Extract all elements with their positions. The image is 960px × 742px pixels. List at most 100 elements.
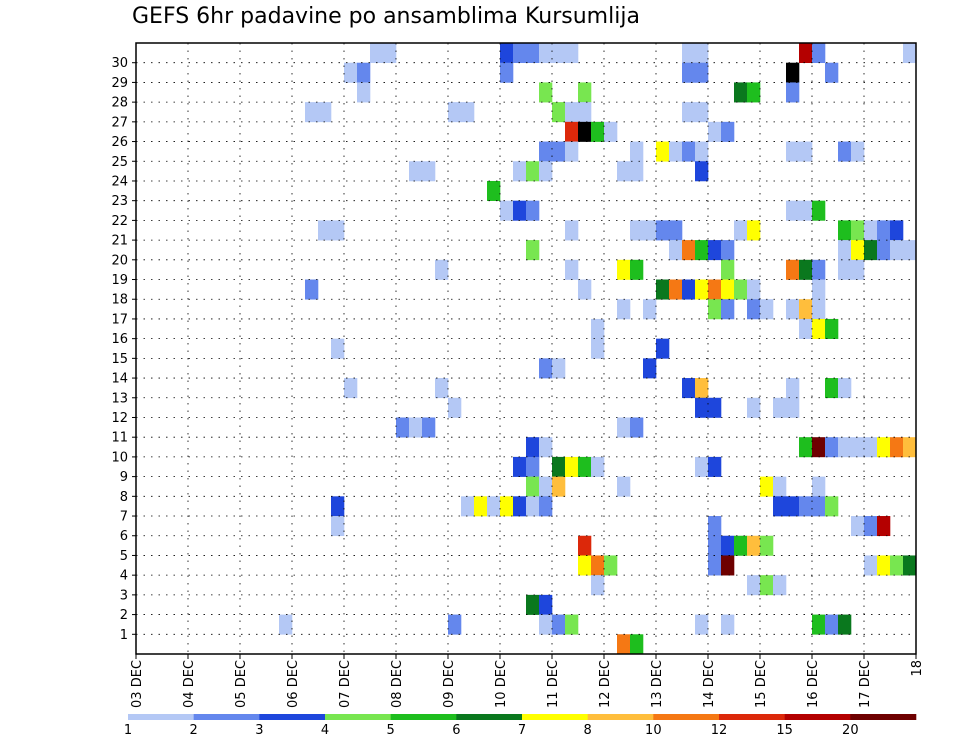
precip-cell: [617, 476, 631, 497]
precip-cell: [539, 594, 553, 615]
precip-cell: [773, 496, 787, 517]
precip-cell: [526, 240, 540, 261]
precip-cell: [552, 102, 566, 123]
colorbar-swatch: [653, 714, 720, 720]
x-tick-label: 06 DEC: [286, 660, 301, 708]
colorbar-swatch: [522, 714, 588, 720]
precip-cell: [604, 555, 618, 576]
x-tick-label: 16 DEC: [806, 660, 821, 708]
y-tick-label: 5: [120, 549, 128, 564]
y-tick-label: 7: [120, 510, 128, 525]
precip-cell: [578, 535, 592, 556]
precip-cell: [708, 555, 722, 576]
precip-cell: [409, 161, 423, 182]
x-tick-label: 09 DEC: [442, 660, 457, 708]
precip-cell: [578, 82, 592, 103]
precip-cell: [877, 516, 891, 537]
precip-cell: [630, 161, 644, 182]
colorbar-swatch: [587, 714, 654, 720]
precip-cell: [578, 121, 592, 142]
precip-cell: [617, 161, 631, 182]
precip-cell: [630, 417, 644, 438]
precip-cell: [539, 437, 553, 458]
y-tick-label: 18: [111, 293, 128, 308]
y-tick-label: 22: [111, 214, 128, 229]
precip-cell: [838, 378, 852, 399]
precip-cell: [695, 614, 709, 635]
precip-cell: [825, 496, 839, 517]
precip-cell: [682, 43, 696, 64]
precip-cell: [838, 437, 852, 458]
precip-cell: [591, 318, 605, 339]
precip-cell: [799, 318, 813, 339]
colorbar-label: 8: [584, 723, 592, 738]
precip-cell: [669, 279, 683, 300]
precip-cell: [734, 220, 748, 241]
y-tick-label: 24: [111, 174, 128, 189]
precip-cell: [825, 614, 839, 635]
precip-cell: [695, 397, 709, 418]
colorbar-swatch: [325, 714, 391, 720]
x-tick-label: 05 DEC: [234, 660, 249, 708]
precip-cell: [812, 318, 826, 339]
precip-cell: [526, 594, 540, 615]
precip-cell: [747, 279, 761, 300]
colorbar-label: 3: [255, 723, 263, 738]
precip-cell: [578, 102, 592, 123]
precip-cell: [812, 259, 826, 280]
precip-cell: [747, 220, 761, 241]
x-tick-label: 12 DEC: [598, 660, 613, 708]
precip-cell: [864, 437, 878, 458]
grid-layer: [136, 43, 916, 654]
precip-cell: [903, 437, 917, 458]
precip-cell: [695, 102, 709, 123]
precip-cell: [630, 634, 644, 655]
precip-cell: [643, 299, 657, 320]
y-tick-label: 30: [111, 56, 128, 71]
precip-cell: [396, 417, 410, 438]
precip-cell: [786, 62, 800, 83]
precip-cell: [864, 516, 878, 537]
precip-cell: [357, 82, 371, 103]
x-tick-label: 03 DEC: [130, 660, 145, 708]
precip-cell: [513, 496, 527, 517]
colorbar: 1 2 3 4 5 6 7 8 10 12 15 20: [124, 714, 917, 738]
precip-cell: [721, 259, 735, 280]
precip-cell: [552, 141, 566, 162]
ticks-layer: 1234567891011121314151617181920212223242…: [111, 56, 925, 708]
precip-cell: [877, 220, 891, 241]
precip-cell: [487, 496, 501, 517]
y-tick-label: 19: [111, 273, 128, 288]
precip-cell: [669, 220, 683, 241]
precip-cell: [890, 437, 904, 458]
colorbar-swatch: [193, 714, 260, 720]
precip-cell: [565, 259, 579, 280]
cells-layer: [279, 43, 917, 655]
precip-cell: [565, 456, 579, 477]
precip-cell: [760, 299, 774, 320]
precip-cell: [669, 141, 683, 162]
precip-cell: [695, 456, 709, 477]
colorbar-swatch: [850, 714, 917, 720]
precip-cell: [513, 200, 527, 221]
y-tick-label: 12: [111, 411, 128, 426]
precip-cell: [682, 378, 696, 399]
precip-cell: [812, 279, 826, 300]
precip-cell: [591, 555, 605, 576]
precip-cell: [526, 496, 540, 517]
precip-cell: [643, 220, 657, 241]
precip-cell: [760, 476, 774, 497]
precip-cell: [721, 279, 735, 300]
colorbar-swatch: [784, 714, 851, 720]
precip-cell: [422, 161, 436, 182]
precip-cell: [890, 555, 904, 576]
precip-cell: [708, 516, 722, 537]
y-tick-label: 8: [120, 490, 128, 505]
precip-cell: [786, 141, 800, 162]
precip-cell: [617, 634, 631, 655]
colorbar-label: 4: [321, 723, 329, 738]
precip-cell: [890, 240, 904, 261]
precip-cell: [305, 102, 319, 123]
y-tick-label: 14: [111, 372, 128, 387]
